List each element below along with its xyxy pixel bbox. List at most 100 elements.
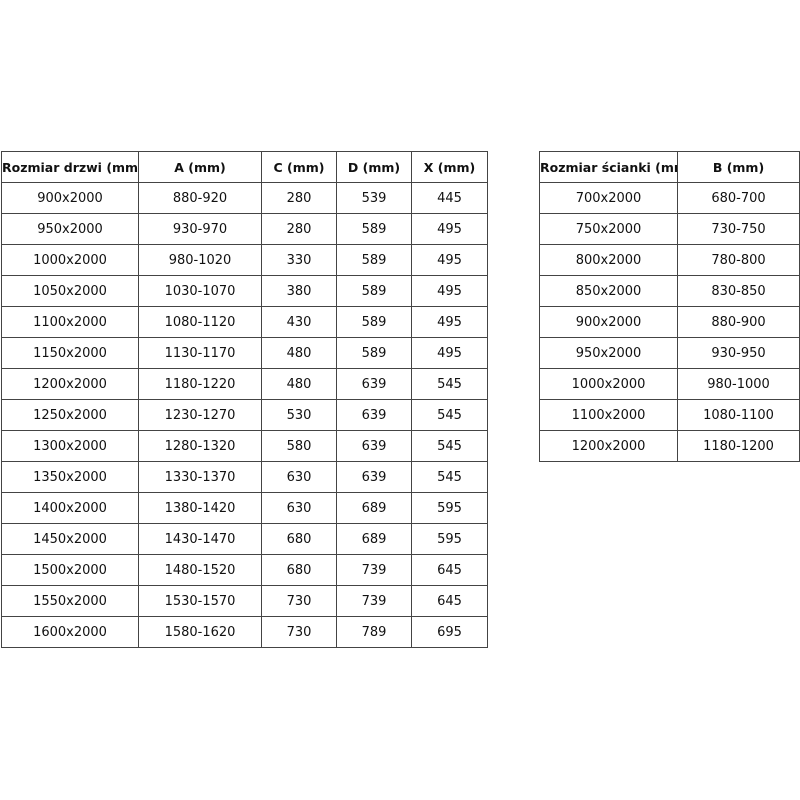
table-cell: 589 bbox=[336, 337, 412, 369]
table-cell: 730 bbox=[261, 585, 337, 617]
table-cell: 689 bbox=[336, 523, 412, 555]
table-cell: 595 bbox=[411, 523, 488, 555]
table-row: 900x2000 880-900 bbox=[539, 306, 800, 338]
table-cell: 739 bbox=[336, 585, 412, 617]
table-cell: 630 bbox=[261, 461, 337, 493]
table-cell: 695 bbox=[411, 616, 488, 648]
table-row: 1550x2000 1530-1570 730 739 645 bbox=[1, 585, 488, 617]
table-cell: 1030-1070 bbox=[138, 275, 262, 307]
column-header: D (mm) bbox=[336, 151, 412, 183]
column-header: A (mm) bbox=[138, 151, 262, 183]
table-cell: 1230-1270 bbox=[138, 399, 262, 431]
table-cell: 850x2000 bbox=[539, 275, 678, 307]
table-cell: 530 bbox=[261, 399, 337, 431]
table-row: 1100x2000 1080-1100 bbox=[539, 399, 800, 431]
table-row: 750x2000 730-750 bbox=[539, 213, 800, 245]
table-cell: 430 bbox=[261, 306, 337, 338]
table-row: 700x2000 680-700 bbox=[539, 182, 800, 214]
table-row: 1450x2000 1430-1470 680 689 595 bbox=[1, 523, 488, 555]
table-cell: 780-800 bbox=[677, 244, 800, 276]
table-row: 1400x2000 1380-1420 630 689 595 bbox=[1, 492, 488, 524]
table-cell: 680-700 bbox=[677, 182, 800, 214]
table-cell: 1380-1420 bbox=[138, 492, 262, 524]
door-sizes-table: Rozmiar drzwi (mm) A (mm) C (mm) D (mm) X (m… bbox=[1, 151, 488, 648]
table-cell: 589 bbox=[336, 244, 412, 276]
column-header: B (mm) bbox=[677, 151, 800, 183]
table-cell: 1300x2000 bbox=[1, 430, 139, 462]
table-cell: 545 bbox=[411, 461, 488, 493]
table-cell: 545 bbox=[411, 368, 488, 400]
table-cell: 480 bbox=[261, 337, 337, 369]
table-cell: 700x2000 bbox=[539, 182, 678, 214]
table-row: 1300x2000 1280-1320 580 639 545 bbox=[1, 430, 488, 462]
table-row: 1200x2000 1180-1200 bbox=[539, 430, 800, 462]
column-header: Rozmiar ścianki (mm) bbox=[539, 151, 678, 183]
table-cell: 280 bbox=[261, 213, 337, 245]
table-cell: 580 bbox=[261, 430, 337, 462]
table-row: 1100x2000 1080-1120 430 589 495 bbox=[1, 306, 488, 338]
table-row: 950x2000 930-950 bbox=[539, 337, 800, 369]
table-cell: 1200x2000 bbox=[539, 430, 678, 462]
column-header: X (mm) bbox=[411, 151, 488, 183]
table-cell: 1250x2000 bbox=[1, 399, 139, 431]
table-cell: 750x2000 bbox=[539, 213, 678, 245]
table-cell: 480 bbox=[261, 368, 337, 400]
table-cell: 950x2000 bbox=[1, 213, 139, 245]
table-cell: 639 bbox=[336, 461, 412, 493]
table-row: 1250x2000 1230-1270 530 639 545 bbox=[1, 399, 488, 431]
table-cell: 1100x2000 bbox=[1, 306, 139, 338]
table-cell: 689 bbox=[336, 492, 412, 524]
table-cell: 1100x2000 bbox=[539, 399, 678, 431]
table-cell: 630 bbox=[261, 492, 337, 524]
table-cell: 1080-1120 bbox=[138, 306, 262, 338]
table-cell: 930-970 bbox=[138, 213, 262, 245]
table-cell: 495 bbox=[411, 244, 488, 276]
table-cell: 800x2000 bbox=[539, 244, 678, 276]
table-cell: 1130-1170 bbox=[138, 337, 262, 369]
table-cell: 595 bbox=[411, 492, 488, 524]
table-cell: 380 bbox=[261, 275, 337, 307]
table-cell: 1550x2000 bbox=[1, 585, 139, 617]
table-cell: 1330-1370 bbox=[138, 461, 262, 493]
table-row: 1000x2000 980-1000 bbox=[539, 368, 800, 400]
table-cell: 930-950 bbox=[677, 337, 800, 369]
table-row: 1500x2000 1480-1520 680 739 645 bbox=[1, 554, 488, 586]
table-cell: 545 bbox=[411, 399, 488, 431]
table-cell: 980-1000 bbox=[677, 368, 800, 400]
table-cell: 1450x2000 bbox=[1, 523, 139, 555]
table-cell: 1500x2000 bbox=[1, 554, 139, 586]
table-row: 900x2000 880-920 280 539 445 bbox=[1, 182, 488, 214]
table-row: 800x2000 780-800 bbox=[539, 244, 800, 276]
table-cell: 645 bbox=[411, 585, 488, 617]
table-cell: 639 bbox=[336, 368, 412, 400]
table-row: 850x2000 830-850 bbox=[539, 275, 800, 307]
table-cell: 589 bbox=[336, 306, 412, 338]
table-cell: 880-900 bbox=[677, 306, 800, 338]
table-cell: 495 bbox=[411, 306, 488, 338]
table-cell: 739 bbox=[336, 554, 412, 586]
table-row: 950x2000 930-970 280 589 495 bbox=[1, 213, 488, 245]
table-cell: 1580-1620 bbox=[138, 616, 262, 648]
table-cell: 445 bbox=[411, 182, 488, 214]
table-cell: 830-850 bbox=[677, 275, 800, 307]
table-cell: 495 bbox=[411, 337, 488, 369]
table-cell: 495 bbox=[411, 275, 488, 307]
header-row: Rozmiar ścianki (mm) B (mm) bbox=[539, 151, 800, 183]
table-cell: 280 bbox=[261, 182, 337, 214]
table-cell: 1180-1220 bbox=[138, 368, 262, 400]
table-cell: 900x2000 bbox=[1, 182, 139, 214]
table-cell: 1530-1570 bbox=[138, 585, 262, 617]
table-row: 1050x2000 1030-1070 380 589 495 bbox=[1, 275, 488, 307]
wall-sizes-table: Rozmiar ścianki (mm) B (mm) 700x2000 680-7… bbox=[539, 151, 800, 462]
column-header: C (mm) bbox=[261, 151, 337, 183]
table-cell: 1150x2000 bbox=[1, 337, 139, 369]
table-cell: 545 bbox=[411, 430, 488, 462]
table-row: 1600x2000 1580-1620 730 789 695 bbox=[1, 616, 488, 648]
table-row: 1350x2000 1330-1370 630 639 545 bbox=[1, 461, 488, 493]
table-row: 1000x2000 980-1020 330 589 495 bbox=[1, 244, 488, 276]
table-cell: 1400x2000 bbox=[1, 492, 139, 524]
table-cell: 1180-1200 bbox=[677, 430, 800, 462]
table-cell: 645 bbox=[411, 554, 488, 586]
column-header: Rozmiar drzwi (mm) bbox=[1, 151, 139, 183]
table-cell: 1430-1470 bbox=[138, 523, 262, 555]
